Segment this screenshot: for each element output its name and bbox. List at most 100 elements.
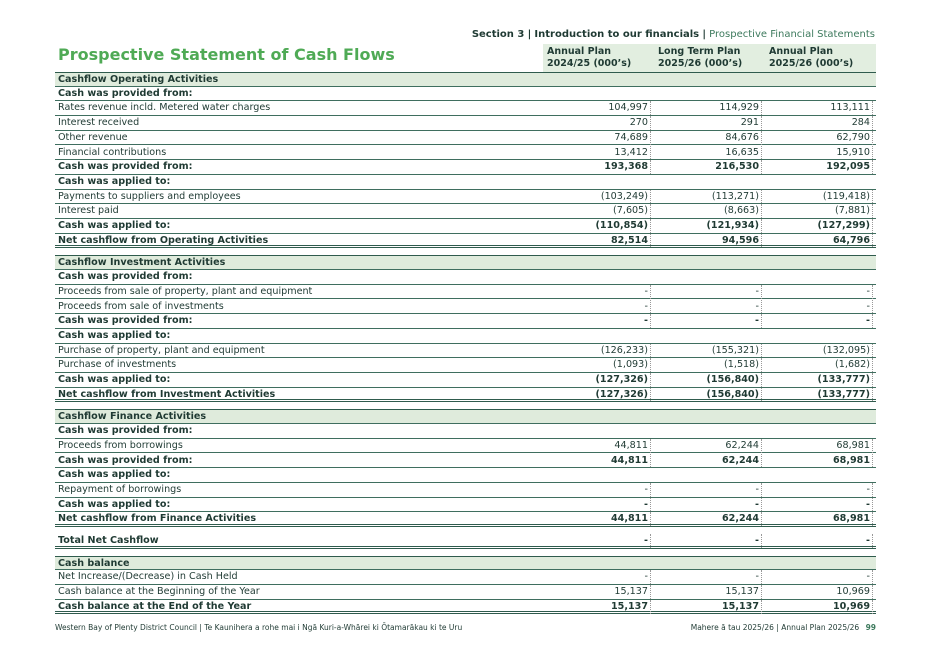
row-label: Proceeds from sale of investments xyxy=(58,300,224,312)
cell-value: 10,969 xyxy=(765,585,873,599)
cell-value: - xyxy=(654,534,762,548)
cell-value: 193,368 xyxy=(543,160,651,174)
cell-value: 15,137 xyxy=(543,599,651,614)
cell-value: - xyxy=(543,482,651,497)
table-row: Cash was provided from: 44,811 62,244 68,98… xyxy=(55,453,876,469)
table-row: Cash was applied to: - - - xyxy=(55,497,876,513)
cell-value: 62,244 xyxy=(654,512,762,526)
row-label: Cash was applied to: xyxy=(58,498,171,510)
row-label: Other revenue xyxy=(58,131,128,143)
table-row: Net cashflow from Investment Activities (… xyxy=(55,387,876,403)
row-label: Cash was provided from: xyxy=(58,87,193,99)
cell-value: - xyxy=(654,497,762,512)
cell-value: 15,137 xyxy=(543,585,651,599)
column-name: Annual Plan xyxy=(769,46,834,57)
table-row: Cash was provided from: 193,368 216,530 192… xyxy=(55,160,876,175)
cell-value: 44,811 xyxy=(543,512,651,526)
table-row: Cash balance at the Beginning of the Yea… xyxy=(55,585,876,600)
table-row: Cash was applied to: (127,326) (156,840) (1… xyxy=(55,373,876,388)
table-row: Total Net Cashflow - - - xyxy=(55,534,876,549)
table-row: Other revenue 74,689 84,676 62,790 xyxy=(55,130,876,146)
cell-value: (119,418) xyxy=(765,189,873,204)
column-header: Annual Plan 2025/26 (000’s) xyxy=(765,44,876,72)
cell-value: (127,326) xyxy=(543,387,651,402)
cell-value: (156,840) xyxy=(654,387,762,402)
table-row: Cash was applied to: xyxy=(55,175,876,190)
row-label: Cash was provided from: xyxy=(58,425,193,437)
cell-value: (1,093) xyxy=(543,358,651,372)
cell-value: (127,299) xyxy=(765,219,873,233)
cell-value: - xyxy=(765,570,873,585)
sep: | xyxy=(527,29,532,40)
row-label: Interest paid xyxy=(58,205,119,217)
table-row: Cashflow Finance Activities xyxy=(55,409,876,425)
table-row: Purchase of property, plant and equipmen… xyxy=(55,343,876,359)
table-row: Cashflow Investment Activities xyxy=(55,255,876,271)
row-label: Total Net Cashflow xyxy=(58,535,159,546)
cell-value: - xyxy=(654,570,762,585)
row-label: Cash was provided from: xyxy=(58,454,193,466)
column-name: Long Term Plan xyxy=(658,46,741,57)
sep: | xyxy=(702,29,706,40)
table-row: Interest received 270 291 284 xyxy=(55,116,876,131)
row-label: Cash balance at the End of the Year xyxy=(58,600,252,612)
cell-value: 16,635 xyxy=(654,145,762,160)
sep: | xyxy=(776,623,779,632)
row-label: Interest received xyxy=(58,117,140,129)
column-header: Annual Plan 2024/25 (000’s) xyxy=(543,44,654,72)
cell-value: (126,233) xyxy=(543,343,651,358)
row-label: Payments to suppliers and employees xyxy=(58,190,241,202)
footer-right: Mahere ā tau 2025/26 | Annual Plan 2025/… xyxy=(691,623,876,632)
cell-value: (1,518) xyxy=(654,358,762,372)
cell-value: (110,854) xyxy=(543,219,651,233)
row-label: Cashflow Investment Activities xyxy=(58,257,226,269)
row-label: Repayment of borrowings xyxy=(58,483,182,495)
row-label: Rates revenue incld. Metered water charg… xyxy=(58,102,271,114)
row-label: Cash was provided from: xyxy=(58,315,193,327)
cell-value: 104,997 xyxy=(543,101,651,116)
cell-value: 44,811 xyxy=(543,438,651,453)
cell-value: (133,777) xyxy=(765,387,873,402)
table-row: Cash was applied to: xyxy=(55,329,876,344)
column-name: Annual Plan xyxy=(547,46,612,57)
cell-value: 10,969 xyxy=(765,599,873,614)
table-row: Proceeds from sale of investments - - - xyxy=(55,299,876,315)
row-label: Purchase of investments xyxy=(58,359,177,371)
row-label: Cash was applied to: xyxy=(58,374,171,385)
cell-value: 44,811 xyxy=(543,453,651,468)
row-label: Cash was provided from: xyxy=(58,161,193,173)
plan: Annual Plan 2025/26 xyxy=(781,623,860,632)
org-maori: Te Kaunihera a rohe mai i Ngā Kuri-a-Whā… xyxy=(204,623,463,632)
table-row: Payments to suppliers and employees (103,… xyxy=(55,189,876,205)
cell-value: - xyxy=(765,299,873,314)
column-header: Long Term Plan 2025/26 (000’s) xyxy=(654,44,765,72)
cell-value: 94,596 xyxy=(654,233,762,248)
cell-value: - xyxy=(543,570,651,585)
section: Section 3 xyxy=(471,29,525,40)
cell-value: 270 xyxy=(543,116,651,130)
cell-value: (8,663) xyxy=(654,204,762,218)
cell-value: (156,840) xyxy=(654,373,762,387)
cell-value: 62,244 xyxy=(654,453,762,468)
cell-value: (1,682) xyxy=(765,358,873,372)
cell-value: 13,412 xyxy=(543,145,651,160)
table-row: Cashflow Operating Activities xyxy=(55,72,876,87)
plan-maori: Mahere ā tau 2025/26 xyxy=(690,623,774,632)
cell-value: 84,676 xyxy=(654,130,762,145)
cell-value: (155,321) xyxy=(654,343,762,358)
cell-value: - xyxy=(543,299,651,314)
cell-value: - xyxy=(654,482,762,497)
cell-value: - xyxy=(765,284,873,299)
cell-value: - xyxy=(543,314,651,328)
cell-value: 284 xyxy=(765,116,873,130)
row-label: Net Increase/(Decrease) in Cash Held xyxy=(58,571,238,583)
row-label: Net cashflow from Investment Activities xyxy=(58,388,276,400)
cell-value: - xyxy=(765,534,873,548)
cell-value: 15,910 xyxy=(765,145,873,160)
row-label: Cashflow Operating Activities xyxy=(58,74,219,85)
cell-value: - xyxy=(654,314,762,328)
table-row: Net cashflow from Finance Activities 44,8… xyxy=(55,512,876,527)
cell-value: (7,605) xyxy=(543,204,651,218)
cell-value: - xyxy=(765,497,873,512)
